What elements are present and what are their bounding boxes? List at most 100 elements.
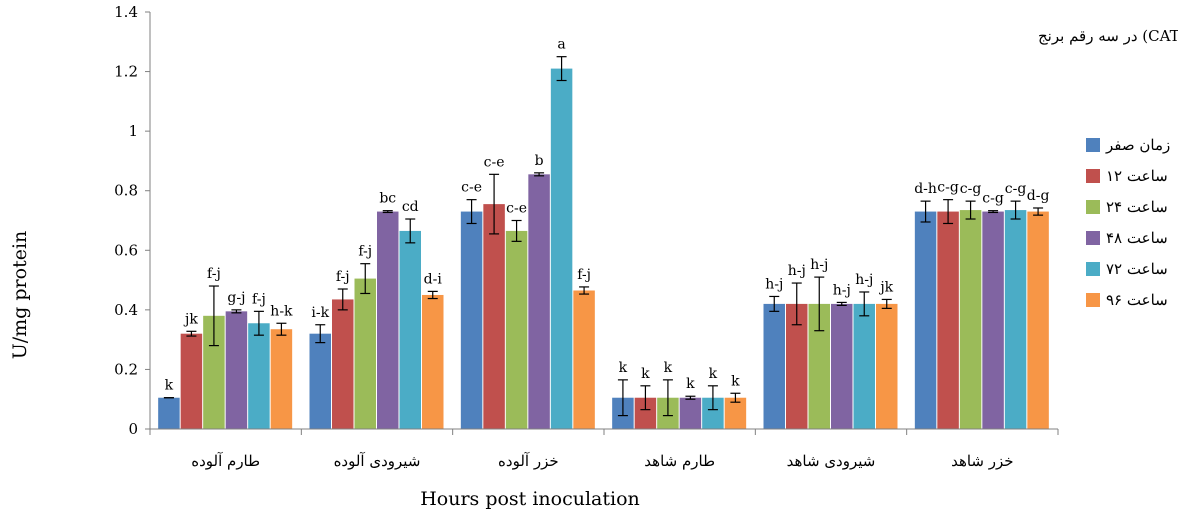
bar xyxy=(158,397,180,429)
bar xyxy=(914,211,937,429)
bar xyxy=(483,204,505,429)
y-tick-label: 1 xyxy=(128,122,138,140)
significance-label: f-j xyxy=(336,269,350,285)
significance-label: bc xyxy=(379,191,396,207)
bar xyxy=(876,303,898,429)
legend-label: ۱۲ ساعت xyxy=(1106,167,1168,185)
bar xyxy=(354,278,376,429)
y-tick-label: 0.8 xyxy=(114,182,138,200)
x-category-label: شیرودی آلوده xyxy=(334,452,421,470)
bar xyxy=(763,303,785,429)
y-tick-label: 1.4 xyxy=(114,3,138,21)
bar xyxy=(982,211,1004,429)
legend-swatch xyxy=(1086,169,1100,183)
y-tick-label: 0.6 xyxy=(114,241,138,259)
y-tick-label: 1.2 xyxy=(114,63,138,81)
significance-label: c-e xyxy=(484,154,505,170)
significance-label: d-h xyxy=(914,181,937,197)
bar xyxy=(937,211,959,429)
significance-label: k xyxy=(664,360,673,376)
legend-label: ۲۴ ساعت xyxy=(1106,198,1168,216)
significance-label: k xyxy=(709,366,718,382)
significance-label: d-i xyxy=(424,271,443,287)
bar xyxy=(422,294,444,429)
bar xyxy=(1004,210,1027,429)
significance-label: f-j xyxy=(252,291,266,307)
bar xyxy=(808,303,830,429)
x-axis-title: Hours post inoculation xyxy=(420,488,640,510)
y-tick-label: 0.4 xyxy=(114,301,138,319)
bar xyxy=(831,303,853,429)
significance-label: jk xyxy=(183,311,198,327)
significance-label: i-k xyxy=(311,305,329,321)
legend-swatch xyxy=(1086,200,1100,214)
significance-label: c-g xyxy=(1005,181,1027,197)
bar xyxy=(399,230,421,429)
significance-label: c-g xyxy=(960,181,982,197)
bar xyxy=(679,397,702,429)
bar xyxy=(203,315,225,429)
bar xyxy=(573,290,595,429)
chart-title: تغییرات آنزیم کاتالاز (CAT) در سه رقم بر… xyxy=(1038,27,1178,45)
significance-label: k xyxy=(686,376,695,392)
y-tick-label: 0.2 xyxy=(114,360,138,378)
significance-label: k xyxy=(641,366,650,382)
bar xyxy=(309,333,331,429)
significance-label: k xyxy=(165,378,174,394)
significance-label: a xyxy=(557,37,565,53)
x-category-label: خزر آلوده xyxy=(498,452,559,470)
bar xyxy=(460,211,483,429)
bar xyxy=(248,323,270,429)
x-category-label: طارم آلوده xyxy=(191,452,260,470)
legend-swatch xyxy=(1086,138,1100,152)
significance-label: g-j xyxy=(227,290,245,306)
legend-label: ۴۸ ساعت xyxy=(1106,229,1168,247)
bar xyxy=(702,397,724,429)
significance-label: b xyxy=(535,153,544,169)
significance-label: c-g xyxy=(937,180,959,196)
bar xyxy=(786,303,808,429)
significance-label: h-j xyxy=(855,272,873,288)
y-tick-label: 0 xyxy=(128,420,138,438)
x-category-label: شیرودی شاهد xyxy=(787,452,876,470)
significance-label: f-j xyxy=(358,244,372,260)
significance-label: h-j xyxy=(765,276,783,292)
bar xyxy=(180,333,203,429)
bar xyxy=(634,397,657,429)
significance-label: c-e xyxy=(461,180,482,196)
legend-label: ۹۶ ساعت xyxy=(1106,291,1168,309)
bar xyxy=(959,210,982,429)
bar xyxy=(377,211,399,429)
significance-label: jk xyxy=(878,279,893,295)
bar xyxy=(270,329,293,429)
significance-label: h-j xyxy=(833,282,851,298)
significance-label: c-g xyxy=(982,191,1004,207)
significance-label: f-j xyxy=(207,266,221,282)
significance-label: f-j xyxy=(577,267,591,283)
significance-label: c-e xyxy=(506,201,527,217)
y-axis-title: U/mg protein xyxy=(9,231,31,360)
significance-label: d-g xyxy=(1027,188,1050,204)
bar xyxy=(332,299,354,429)
legend-label: زمان صفر xyxy=(1105,136,1170,154)
bar xyxy=(528,174,550,429)
significance-label: k xyxy=(731,373,740,389)
x-category-label: طارم شاهد xyxy=(644,452,715,470)
significance-label: h-k xyxy=(270,303,293,319)
significance-label: k xyxy=(619,360,628,376)
bar xyxy=(1027,211,1049,429)
significance-label: cd xyxy=(402,199,419,215)
significance-label: h-j xyxy=(810,257,828,273)
bar xyxy=(225,311,248,429)
bar xyxy=(550,68,573,429)
x-category-label: خزر شاهد xyxy=(951,452,1013,470)
significance-label: h-j xyxy=(788,263,806,279)
bar xyxy=(853,303,875,429)
legend-swatch xyxy=(1086,293,1100,307)
legend-swatch xyxy=(1086,262,1100,276)
legend-swatch xyxy=(1086,231,1100,245)
bar xyxy=(724,397,747,429)
bar xyxy=(505,230,528,429)
legend-label: ۷۲ ساعت xyxy=(1106,260,1168,278)
